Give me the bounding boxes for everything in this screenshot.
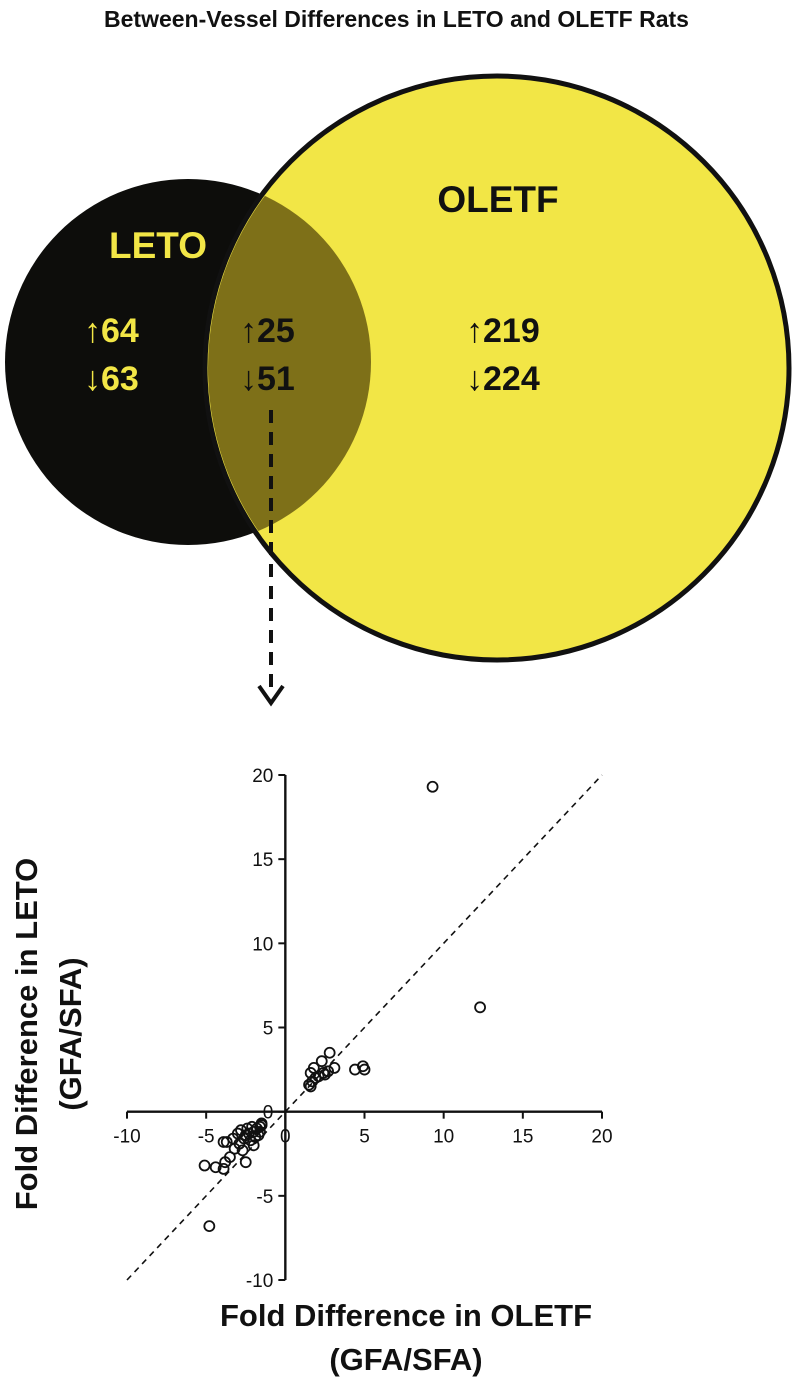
- y-axis-title-line2: (GFA/SFA): [53, 957, 88, 1110]
- data-point: [241, 1122, 254, 1135]
- oletf-circle: [202, 73, 792, 663]
- data-point: [304, 1080, 317, 1093]
- y-axis-title-line1: Fold Difference in LETO: [9, 858, 44, 1211]
- oletf-label: OLETF: [437, 179, 558, 220]
- x-axis-title-line2: (GFA/SFA): [329, 1342, 482, 1377]
- x-tick-label: 15: [512, 1127, 533, 1148]
- data-point: [198, 1159, 211, 1172]
- oletf-down-count: ↓224: [466, 360, 540, 398]
- x-tick-label: 10: [433, 1127, 454, 1148]
- data-point: [203, 1220, 216, 1233]
- data-point: [474, 1001, 486, 1014]
- y-tick-label: 0: [263, 1103, 274, 1124]
- data-point: [254, 1125, 266, 1138]
- leto-label: LETO: [109, 225, 207, 266]
- overlap-down-count: ↓51: [240, 360, 295, 398]
- y-tick-label: -10: [246, 1271, 273, 1292]
- leto-down-count: ↓63: [84, 360, 139, 398]
- data-point: [358, 1063, 371, 1076]
- y-tick-label: 5: [263, 1019, 274, 1040]
- x-tick-label: -10: [113, 1127, 140, 1148]
- data-point: [303, 1078, 315, 1091]
- x-tick-label: -5: [198, 1127, 215, 1148]
- data-point: [349, 1063, 361, 1076]
- data-point: [236, 1144, 249, 1157]
- y-tick-label: 15: [252, 850, 273, 871]
- x-tick-label: 0: [280, 1127, 291, 1148]
- data-point: [317, 1067, 330, 1079]
- overlap-up-count: ↑25: [240, 312, 295, 350]
- data-point: [328, 1062, 341, 1074]
- data-point: [239, 1129, 252, 1142]
- x-tick-label: 20: [591, 1127, 612, 1148]
- data-point: [426, 780, 439, 793]
- data-point: [217, 1136, 230, 1148]
- data-point: [323, 1046, 336, 1059]
- data-point: [220, 1136, 233, 1148]
- data-point: [217, 1163, 230, 1175]
- leto-up-count: ↑64: [84, 312, 139, 350]
- figure-title: Between-Vessel Differences in LETO and O…: [104, 6, 689, 32]
- identity-reference-line: [126, 774, 603, 1281]
- venn-diagram: LETO ↑64 ↓63 ↑25 ↓51 OLETF ↑219 ↓224: [5, 73, 792, 707]
- y-tick-label: -5: [256, 1187, 273, 1208]
- x-axis-title-line1: Fold Difference in OLETF: [220, 1298, 592, 1333]
- x-tick-label: 5: [359, 1127, 370, 1148]
- overlap-arrow-head: [257, 684, 285, 707]
- y-tick-label: 20: [252, 766, 273, 787]
- data-point: [315, 1055, 328, 1068]
- data-point: [239, 1156, 252, 1169]
- data-point: [247, 1139, 260, 1152]
- oletf-up-count: ↑219: [466, 312, 540, 350]
- y-tick-label: 10: [252, 934, 273, 955]
- data-point: [209, 1161, 222, 1174]
